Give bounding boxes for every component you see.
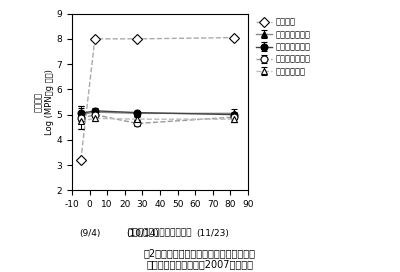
成型堆肥 bbox=[232, 36, 236, 39]
成型堆肥 bbox=[92, 37, 97, 41]
Text: (9/4): (9/4) bbox=[79, 229, 100, 238]
Text: 図2　圃場試験における各処理区土壌、成
型堆肥中の脱窒菌数（2007年秋作）: 図2 圃場試験における各処理区土壌、成 型堆肥中の脱窒菌数（2007年秋作） bbox=[144, 248, 256, 269]
X-axis label: 基肂施用からの日数（日）: 基肂施用からの日数（日） bbox=[128, 228, 192, 237]
Text: (11/23): (11/23) bbox=[196, 229, 229, 238]
成型堆肥 bbox=[135, 37, 140, 41]
Line: 成型堆肥: 成型堆肥 bbox=[77, 34, 237, 163]
成型堆肥 bbox=[78, 159, 83, 162]
Text: (10/14): (10/14) bbox=[126, 229, 159, 238]
Y-axis label: 脱窒菌数
Log (MPN／g 乾物): 脱窒菌数 Log (MPN／g 乾物) bbox=[34, 69, 54, 135]
Legend: 成型堆肥, 成型堆肥区土壌, バラ堆肥区土壌, 化学肂料区土壌, 無窒素区土壌: 成型堆肥, 成型堆肥区土壌, バラ堆肥区土壌, 化学肂料区土壌, 無窒素区土壌 bbox=[256, 18, 311, 76]
